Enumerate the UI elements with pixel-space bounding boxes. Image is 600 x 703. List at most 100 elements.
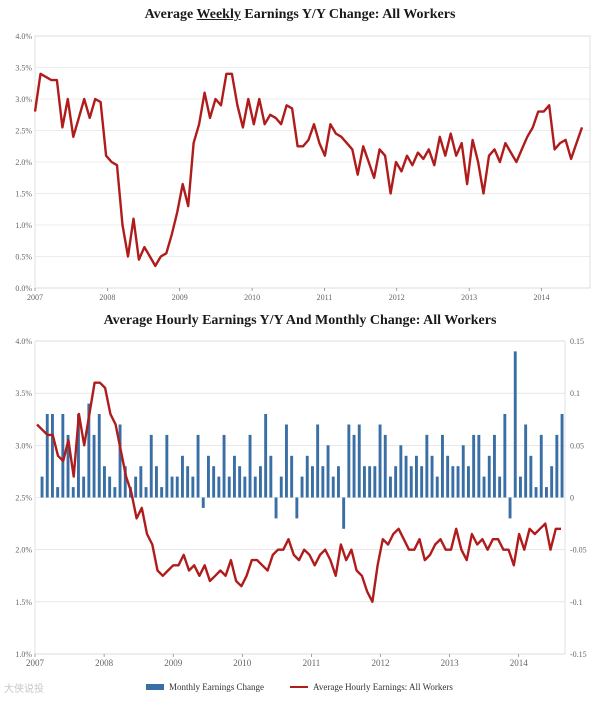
chart2-bar xyxy=(420,466,424,498)
chart1-x-tick-label: 2008 xyxy=(99,293,115,302)
chart2-bar xyxy=(368,466,372,498)
chart2-bar xyxy=(300,476,304,498)
legend-bar-swatch xyxy=(146,684,164,690)
chart1-y-tick-label: 3.0% xyxy=(15,95,32,104)
chart1-x-tick-label: 2007 xyxy=(27,293,43,302)
chart2-bar xyxy=(321,466,325,498)
chart1-y-tick-label: 3.5% xyxy=(15,64,32,73)
chart2-bar xyxy=(196,434,200,498)
chart2-left-tick-label: 1.5% xyxy=(15,598,32,607)
chart1-y-tick-label: 2.5% xyxy=(15,127,32,136)
chart2-bar xyxy=(342,497,346,529)
chart2-bar xyxy=(274,497,278,519)
chart2-bar xyxy=(45,414,49,498)
chart2-title: Average Hourly Earnings Y/Y And Monthly … xyxy=(103,313,497,328)
chart2-bar xyxy=(149,434,153,498)
chart2-bar xyxy=(550,466,554,498)
chart1-x-tick-label: 2014 xyxy=(534,293,550,302)
chart2-bar xyxy=(295,497,299,519)
chart2-bar xyxy=(56,487,60,498)
chart2-right-tick-label: -0.15 xyxy=(570,650,587,659)
chart2-bar xyxy=(415,455,418,498)
chart2-bar xyxy=(461,445,465,498)
chart2-bar xyxy=(253,476,257,498)
chart2-bar xyxy=(212,466,216,498)
chart2-bar xyxy=(451,466,455,498)
chart2-bar xyxy=(326,445,330,498)
chart2-bar xyxy=(513,351,517,498)
legend-line-swatch xyxy=(290,686,308,688)
chart2-bar xyxy=(337,466,340,498)
chart2-bar xyxy=(108,476,112,498)
chart2-bar xyxy=(378,424,382,498)
chart2-bar xyxy=(539,434,543,498)
chart2-bar xyxy=(435,476,439,498)
chart2-bar xyxy=(191,476,195,498)
chart2-bar xyxy=(181,455,184,498)
chart1-y-tick-label: 1.5% xyxy=(15,190,32,199)
chart1-x-tick-label: 2011 xyxy=(317,293,333,302)
chart2-right-tick-label: 0.15 xyxy=(570,337,584,346)
chart2-x-tick-label: 2011 xyxy=(303,658,321,668)
chart2-bar xyxy=(238,466,242,498)
chart2-bar xyxy=(524,424,528,498)
chart2-bar xyxy=(222,434,226,498)
chart2-bar xyxy=(456,466,460,498)
chart2-bar xyxy=(139,466,143,498)
chart2-bar xyxy=(363,466,366,498)
chart2-x-tick-label: 2007 xyxy=(26,658,45,668)
chart2-bar xyxy=(61,414,65,498)
chart2-bar xyxy=(357,424,361,498)
chart1-y-tick-label: 1.0% xyxy=(15,221,32,230)
chart2-bar xyxy=(103,466,106,498)
chart2-bar xyxy=(259,466,262,498)
chart2-left-tick-label: 2.5% xyxy=(15,494,32,503)
chart2-bar xyxy=(441,434,444,498)
chart2-bar xyxy=(118,424,122,498)
chart2-bar xyxy=(534,487,538,498)
chart2-bar xyxy=(487,455,491,498)
chart2-bar xyxy=(113,487,117,498)
chart2-bar xyxy=(394,466,398,498)
chart2-bar xyxy=(165,434,169,498)
chart2-bar xyxy=(383,434,387,498)
chart1-title: Average Weekly Earnings Y/Y Change: All … xyxy=(144,7,456,22)
chart2-bar xyxy=(279,476,283,498)
chart1-x-tick-label: 2009 xyxy=(172,293,188,302)
chart2-bar xyxy=(123,466,127,498)
legend-line: Average Hourly Earnings: All Workers xyxy=(290,682,453,692)
chart2-bar xyxy=(71,487,75,498)
chart2-bar xyxy=(233,455,236,498)
chart2-bar xyxy=(373,466,377,498)
legend-bars: Monthly Earnings Change xyxy=(146,682,264,692)
chart2-bar xyxy=(503,414,507,498)
chart2-bar xyxy=(144,487,148,498)
chart1-x-tick-label: 2013 xyxy=(461,293,477,302)
chart1-y-tick-label: 0.0% xyxy=(15,284,32,293)
chart2-left-tick-label: 1.0% xyxy=(15,650,32,659)
chart2-bar xyxy=(87,403,91,498)
chart2-bar xyxy=(545,487,548,498)
chart2-bar xyxy=(477,434,481,498)
hourly-earnings-chart: 1.0% 1.5% 2.0% 2.5% 3.0% 3.5% 4.0% -0.15 -0.1 -0.… xyxy=(15,337,587,668)
watermark-text: 大侠说投 xyxy=(4,684,44,695)
chart2-bar xyxy=(331,476,335,498)
chart2-bar xyxy=(160,487,164,498)
chart2-bar xyxy=(508,497,512,519)
chart2-bar xyxy=(186,466,190,498)
chart2-bar xyxy=(285,424,288,498)
chart2-right-tick-label: 0.05 xyxy=(570,441,584,450)
weekly-earnings-chart: 0.0% 0.5% 1.0% 1.5% 2.0% 2.5% 3.0% 3.5% 4.0% 2007… xyxy=(15,32,591,302)
chart2-bar xyxy=(482,476,486,498)
chart1-series-line xyxy=(33,72,584,268)
chart2-bar xyxy=(155,466,158,498)
chart2-bar xyxy=(519,476,522,498)
chart2-left-tick-label: 3.0% xyxy=(15,441,32,450)
chart2-bar xyxy=(498,476,502,498)
chart2-left-tick-label: 3.5% xyxy=(15,389,32,398)
chart1-y-tick-label: 4.0% xyxy=(15,32,32,41)
chart2-bar xyxy=(243,476,247,498)
chart2-bar xyxy=(227,476,231,498)
chart2-bar xyxy=(269,455,273,498)
